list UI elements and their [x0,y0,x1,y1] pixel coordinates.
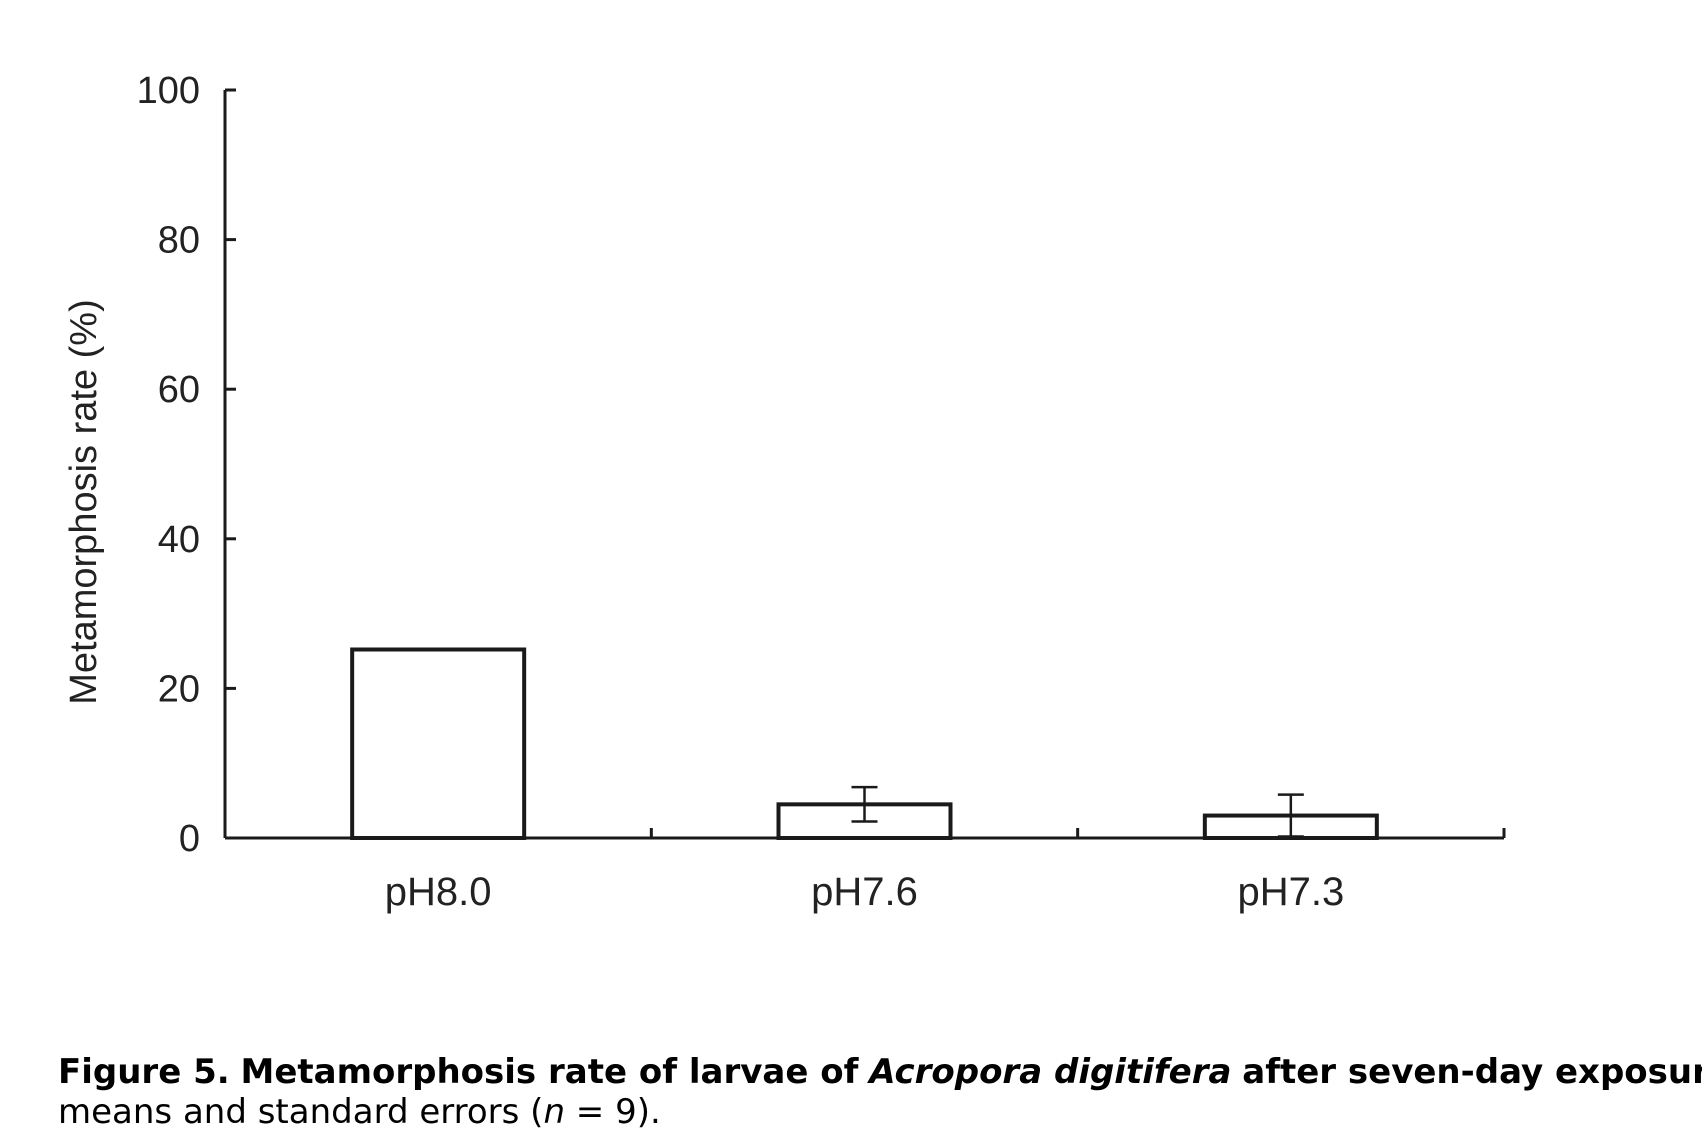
caption-species: Acropora digitifera [869,1052,1232,1092]
caption-text-2: after seven-day exposure t [1242,1052,1702,1092]
caption-text-3: means and standard errors ( [58,1092,544,1132]
caption-n: n [543,1092,565,1132]
y-tick-label: 100 [137,70,200,112]
y-tick-label: 20 [158,668,200,710]
y-axis-title: Metamorphosis rate (%) [63,299,105,704]
caption-line-1: Figure 5. Metamorphosis rate of larvae o… [58,1052,1702,1092]
bars [350,647,1379,841]
y-axis [223,88,236,840]
figure-caption: Figure 5. Metamorphosis rate of larvae o… [58,1052,1702,1132]
caption-text-4: = 9). [565,1092,661,1132]
x-category-label: pH7.3 [1237,870,1344,914]
caption-line-2: means and standard errors (n = 9). [58,1092,1702,1132]
y-tick-label: 40 [158,519,200,561]
tick-labels: 0 20 40 60 80 100 pH8.0 pH7.6 pH7.3 [137,70,1345,914]
caption-label: Figure 5. [58,1052,230,1092]
bar-chart: 0 20 40 60 80 100 pH8.0 pH7.6 pH7.3 Metamorphosi… [63,70,1506,914]
x-category-label: pH8.0 [385,870,492,914]
y-tick-label: 80 [158,220,200,262]
caption-text-1: Metamorphosis rate of larvae of [240,1052,859,1092]
y-tick-label: 60 [158,369,200,411]
error-bars [851,785,1304,838]
y-tick-label: 0 [179,818,200,860]
bar-pH8.0 [350,647,527,841]
x-category-label: pH7.6 [811,870,918,914]
